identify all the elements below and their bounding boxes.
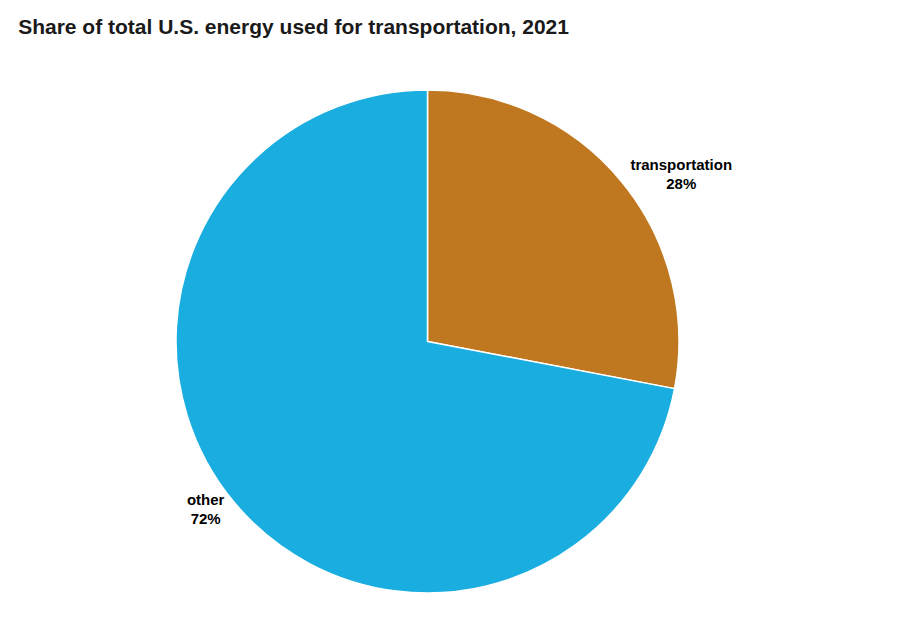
svg-text:Share of total U.S. energy use: Share of total U.S. energy used for tran… (18, 15, 569, 38)
svg-text:other72%: other72% (187, 491, 225, 528)
svg-text:transportation28%: transportation28% (630, 156, 732, 193)
